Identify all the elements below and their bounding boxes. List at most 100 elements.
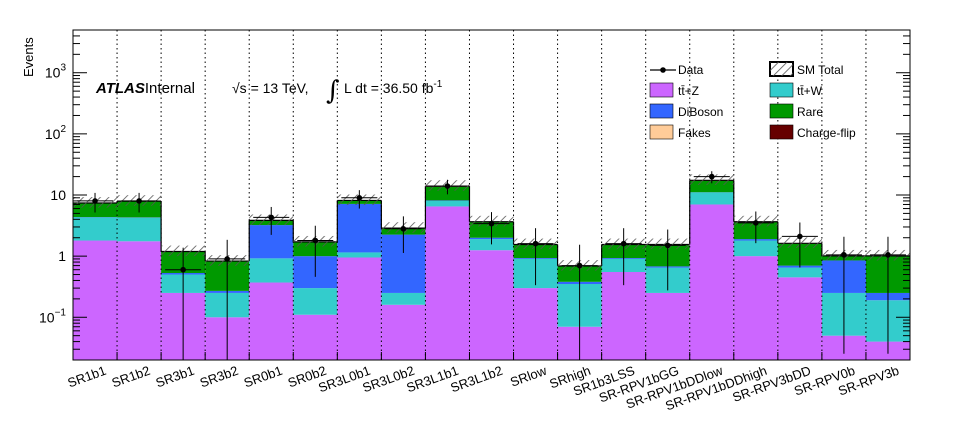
data-point: [312, 237, 319, 244]
bar-segment: [73, 217, 118, 241]
bar-segment: [733, 256, 778, 360]
data-point: [268, 214, 275, 221]
atlas-label: ATLASInternal: [95, 80, 195, 97]
x-category-label: SR3b1: [154, 363, 196, 391]
bar-segment: [601, 272, 646, 360]
bar-segment: [645, 292, 690, 360]
bar-segment: [513, 288, 558, 360]
integral-symbol: ∫: [326, 76, 340, 106]
data-point: [708, 173, 715, 180]
bar-segment: [249, 282, 294, 360]
y-tick-label: 1: [58, 248, 66, 264]
legend-label-data: Data: [678, 63, 704, 77]
data-point: [224, 256, 230, 262]
data-point: [885, 252, 891, 258]
luminosity-label: L dt = 36.50 fb-1: [344, 79, 443, 96]
x-category-label: SRlow: [508, 363, 549, 390]
bar-segment: [337, 252, 382, 258]
legend-item-data: Data: [650, 63, 704, 77]
data-point: [753, 220, 759, 226]
y-tick-exponent: −1: [55, 307, 67, 318]
bar-segment: [777, 267, 822, 278]
sqrt-s-label: √s = 13 TeV,: [232, 80, 309, 96]
legend-item-ttz: tt̄+Z: [649, 82, 699, 98]
y-tick-exponent: 3: [60, 63, 66, 74]
luminosity-exponent: -1: [433, 79, 442, 90]
data-point: [664, 242, 671, 249]
data-point: [532, 240, 539, 247]
legend-item-charge-flip: Charge-flip: [769, 124, 856, 140]
legend-label-fakes: Fakes: [678, 126, 711, 140]
data-point: [180, 266, 186, 273]
bar-segment: [733, 240, 778, 257]
bar-segment: [469, 250, 514, 360]
bar-segment: [469, 239, 514, 251]
data-point: [400, 225, 407, 232]
bar-segment: [381, 304, 426, 360]
bar-segment: [381, 292, 426, 305]
y-tick-base: 10: [45, 126, 61, 142]
hatch-swatch-icon: [770, 62, 793, 76]
bar-segment: [73, 240, 118, 360]
data-marker-icon: [660, 67, 666, 73]
diboson-swatch: [649, 103, 674, 119]
data-point: [620, 240, 627, 247]
data-points-layer: [77, 171, 906, 360]
legend-item-sm-total: SM Total: [769, 61, 843, 77]
legend-item-fakes: Fakes: [649, 124, 711, 140]
luminosity-text: L dt = 36.50 fb: [344, 80, 434, 96]
data-point: [444, 183, 451, 189]
data-point: [576, 262, 583, 269]
legend-label-diboson: DiBoson: [678, 105, 723, 119]
rare-swatch: [769, 103, 794, 119]
bar-segment: [293, 314, 338, 360]
bar-segment: [117, 217, 162, 242]
internal-word: Internal: [145, 80, 195, 97]
y-tick-label: 103: [45, 63, 67, 81]
data-point: [797, 233, 803, 240]
bar-segment: [293, 288, 338, 315]
atlas-word: ATLAS: [95, 80, 145, 97]
bar-segment: [689, 180, 734, 193]
y-tick-label: 10: [50, 187, 66, 203]
legend: Data SM Total tt̄+Z tt̄+W DiBoson Rare F…: [649, 61, 856, 140]
bar-segment: [689, 204, 734, 360]
legend-item-diboson: DiBoson: [649, 103, 723, 119]
y-tick-base: 10: [39, 309, 55, 325]
legend-item-rare: Rare: [769, 103, 823, 119]
data-point: [356, 194, 363, 201]
data-point: [488, 220, 495, 227]
bar-segment: [249, 258, 294, 283]
y-tick-base: 1: [58, 248, 66, 264]
x-category-label: SR1b1: [66, 363, 108, 391]
x-category-label: SR0b1: [242, 363, 284, 391]
bar-segment: [777, 277, 822, 360]
ttw-swatch: [769, 82, 794, 98]
fakes-swatch: [649, 124, 674, 140]
legend-item-ttw: tt̄+W: [769, 82, 823, 98]
bar-segment: [425, 200, 470, 207]
data-point: [92, 198, 98, 204]
ttz-swatch: [649, 82, 674, 98]
y-tick-base: 10: [50, 187, 66, 203]
bar-segment: [337, 257, 382, 360]
data-point: [841, 252, 847, 258]
y-axis-label: Events: [21, 37, 36, 77]
legend-label-sm-total: SM Total: [797, 63, 843, 77]
y-tick-exponent: 2: [60, 124, 66, 135]
y-tick-base: 10: [45, 65, 61, 81]
y-tick-label: 10−1: [39, 307, 66, 325]
x-category-label: SR1b2: [110, 363, 152, 391]
charge-flip-swatch: [769, 124, 794, 140]
bar-segment: [117, 241, 162, 360]
bar-segment: [337, 203, 382, 253]
legend-label-ttz: tt̄+Z: [678, 84, 699, 98]
legend-label-charge-flip: Charge-flip: [797, 126, 856, 140]
y-tick-label: 102: [45, 124, 67, 142]
data-point: [136, 198, 142, 204]
legend-label-ttw: tt̄+W: [797, 84, 823, 98]
bar-segment: [689, 192, 734, 205]
bar-segment: [425, 206, 470, 360]
